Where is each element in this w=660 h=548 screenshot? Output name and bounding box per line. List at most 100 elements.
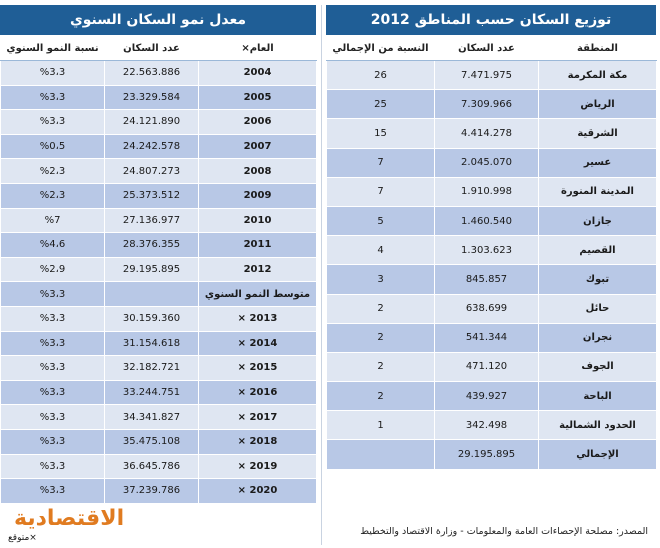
region-row: المدينة المنورة 1.910.998 7 xyxy=(326,176,657,207)
region-row-population-cell: 439.927 xyxy=(434,381,539,412)
region-row-region-cell: جازان xyxy=(538,205,657,237)
growth-row: 2006 24.121.890 %3،3 xyxy=(0,109,317,135)
region-row: الحدود الشمالية 342.498 1 xyxy=(326,410,657,441)
region-row-region-cell: الرياض xyxy=(538,89,657,120)
growth-row-population-cell: 33.244.751 xyxy=(104,379,199,406)
growth-row: 2009 25.373.512 %2،3 xyxy=(0,182,317,209)
growth-row: 2012 29.195.895 %2،9 xyxy=(0,256,317,283)
growth-row-population-cell: 29.195.895 xyxy=(104,256,199,283)
region-row: عسير 2.045.070 7 xyxy=(326,147,657,178)
growth-row-year-cell: 2018 × xyxy=(198,428,317,455)
region-row-share-cell: 2 xyxy=(326,351,435,383)
growth-row-year-cell: 2008 xyxy=(198,158,317,184)
growth-row-growth-cell: %3،3 xyxy=(0,281,105,307)
region-row-region-cell: القصيم xyxy=(538,235,657,266)
region-row-region-cell: عسير xyxy=(538,147,657,178)
growth-row-population-cell: 22.563.886 xyxy=(104,60,199,86)
region-row-population-cell: 2.045.070 xyxy=(434,147,539,178)
panel-divider xyxy=(321,5,322,545)
region-row-share-cell: 15 xyxy=(326,118,435,149)
growth-row-population-cell: 24.121.890 xyxy=(104,109,199,135)
region-row: مكة المكرمة 7.471.975 26 xyxy=(326,59,657,91)
growth-row-year-cell: 2014 × xyxy=(198,330,317,357)
region-row-region-cell: المدينة المنورة xyxy=(538,176,657,207)
growth-row-population-cell: 24.807.273 xyxy=(104,158,199,184)
region-row-population-cell: 1.303.623 xyxy=(434,235,539,266)
growth-row-year-cell: 2020 × xyxy=(198,478,317,504)
region-row: القصيم 1.303.623 4 xyxy=(326,235,657,266)
region-row: الإجمالي 29.195.895 xyxy=(326,439,657,470)
growth-row-growth-cell: %2،3 xyxy=(0,158,105,184)
growth-row-growth-cell: %2،9 xyxy=(0,256,105,283)
growth-row: 2013 × 30.159.360 %3،3 xyxy=(0,305,317,332)
growth-row: 2008 24.807.273 %2،3 xyxy=(0,158,317,184)
growth-row-population-cell: 23.329.584 xyxy=(104,84,199,111)
region-row-population-cell: 1.460.540 xyxy=(434,205,539,237)
header-year: العام× xyxy=(198,35,317,61)
growth-row: 2018 × 35.475.108 %3،3 xyxy=(0,428,317,455)
region-row-region-cell: مكة المكرمة xyxy=(538,59,657,91)
growth-row: 2010 27.136.977 %7 xyxy=(0,207,317,234)
growth-row-growth-cell: %7 xyxy=(0,207,105,234)
growth-row-growth-cell: %3،3 xyxy=(0,478,105,504)
region-row-region-cell: الباحة xyxy=(538,381,657,412)
growth-row-growth-cell: %3،3 xyxy=(0,330,105,357)
growth-row: 2004 22.563.886 %3،3 xyxy=(0,60,317,86)
growth-row-growth-cell: %2،3 xyxy=(0,182,105,209)
header-region-population: عدد السكان xyxy=(434,35,539,61)
growth-row-year-cell: 2015 × xyxy=(198,355,317,381)
growth-row-population-cell: 25.373.512 xyxy=(104,182,199,209)
growth-row: 2016 × 33.244.751 %3،3 xyxy=(0,379,317,406)
region-row: الشرقية 4.414.278 15 xyxy=(326,118,657,149)
growth-row-population-cell: 37.239.786 xyxy=(104,478,199,504)
growth-row: 2007 24.242.578 %0،5 xyxy=(0,133,317,160)
regional-distribution-title: توزيع السكان حسب المناطق 2012 xyxy=(326,5,656,35)
growth-row-year-cell: 2009 xyxy=(198,182,317,209)
growth-row: 2014 × 31.154.618 %3،3 xyxy=(0,330,317,357)
growth-row-population-cell: 28.376.355 xyxy=(104,232,199,258)
growth-row: متوسط النمو السنوي %3،3 xyxy=(0,281,317,307)
region-row-region-cell: نجران xyxy=(538,322,657,353)
region-row: حائل 638.699 2 xyxy=(326,293,657,324)
growth-row-growth-cell: %3،3 xyxy=(0,109,105,135)
annual-growth-table: العام× عدد السكان نسبة النمو السنوي 2004… xyxy=(0,35,317,504)
growth-row-year-cell: 2019 × xyxy=(198,453,317,480)
growth-row-population-cell: 34.341.827 xyxy=(104,404,199,430)
growth-row-growth-cell: %3،3 xyxy=(0,355,105,381)
header-region: المنطقة xyxy=(538,35,657,61)
region-row-share-cell: 2 xyxy=(326,322,435,353)
region-row-share-cell: 3 xyxy=(326,264,435,295)
region-row-population-cell: 541.344 xyxy=(434,322,539,353)
region-row-population-cell: 638.699 xyxy=(434,293,539,324)
growth-row-population-cell: 35.475.108 xyxy=(104,428,199,455)
expected-footnote: ×متوقع xyxy=(8,533,37,543)
region-row-region-cell: تبوك xyxy=(538,264,657,295)
growth-row-growth-cell: %3،3 xyxy=(0,84,105,111)
growth-row-year-cell: 2011 xyxy=(198,232,317,258)
growth-row-population-cell: 27.136.977 xyxy=(104,207,199,234)
region-row-share-cell: 2 xyxy=(326,381,435,412)
region-row-share-cell: 25 xyxy=(326,89,435,120)
region-row-share-cell: 7 xyxy=(326,176,435,207)
growth-row-year-cell: 2005 xyxy=(198,84,317,111)
left-footer: الاقتصادية ×متوقع xyxy=(0,506,316,545)
region-row-share-cell: 2 xyxy=(326,293,435,324)
region-row-population-cell: 29.195.895 xyxy=(434,439,539,470)
region-row-share-cell: 26 xyxy=(326,59,435,91)
growth-row-growth-cell: %3،3 xyxy=(0,453,105,480)
growth-row: 2005 23.329.584 %3،3 xyxy=(0,84,317,111)
region-row: الجوف 471.120 2 xyxy=(326,351,657,383)
growth-row: 2011 28.376.355 %4،6 xyxy=(0,232,317,258)
region-row-population-cell: 845.857 xyxy=(434,264,539,295)
region-row-region-cell: الحدود الشمالية xyxy=(538,410,657,441)
region-row-share-cell: 4 xyxy=(326,235,435,266)
growth-row-growth-cell: %3،3 xyxy=(0,305,105,332)
region-row-share-cell: 1 xyxy=(326,410,435,441)
growth-row-year-cell: 2006 xyxy=(198,109,317,135)
region-row-region-cell: الإجمالي xyxy=(538,439,657,470)
annual-growth-panel: معدل نمو السكان السنوي العام× عدد السكان… xyxy=(0,5,317,545)
growth-row-population-cell xyxy=(104,281,199,307)
growth-row: 2020 × 37.239.786 %3،3 xyxy=(0,478,317,504)
annual-growth-header-row: العام× عدد السكان نسبة النمو السنوي xyxy=(0,35,317,61)
growth-row-population-cell: 31.154.618 xyxy=(104,330,199,357)
